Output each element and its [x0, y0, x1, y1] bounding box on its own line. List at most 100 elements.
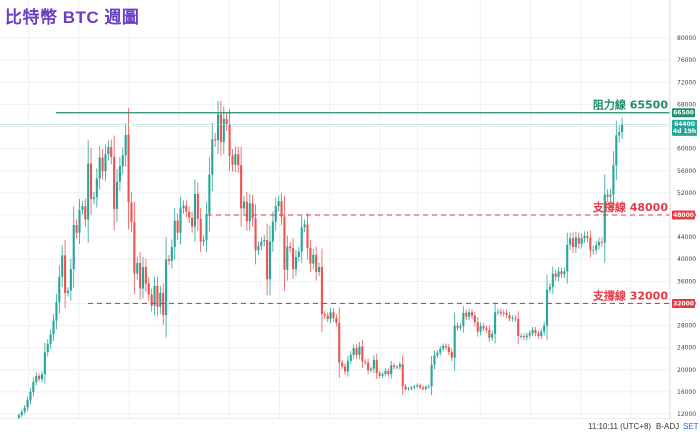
candle-body	[450, 352, 453, 358]
candle-body	[401, 364, 404, 387]
clock-readout[interactable]: 11:10:11 (UTC+8)	[588, 422, 652, 431]
candle-body	[242, 201, 246, 209]
candle-body	[156, 285, 159, 307]
candle-body	[600, 242, 603, 243]
candle-body	[248, 203, 251, 222]
candle-body	[147, 283, 150, 295]
candle-body	[144, 266, 147, 284]
candle-body	[185, 205, 188, 212]
candle-body	[141, 266, 145, 289]
candle-body	[390, 365, 393, 375]
candle-body	[496, 311, 500, 313]
candle-body	[115, 181, 119, 209]
candle-body	[369, 368, 373, 371]
candle-body	[55, 302, 58, 321]
level-tag-label: 66500	[673, 110, 694, 117]
candle-body	[289, 246, 292, 249]
candle-body	[240, 165, 243, 209]
candle-body	[482, 326, 485, 329]
candle-body	[228, 124, 231, 156]
candle-body	[494, 312, 497, 334]
candle-body	[375, 359, 378, 374]
candle-body	[222, 118, 225, 143]
settings-button[interactable]: SET	[683, 422, 699, 431]
candle-body	[586, 236, 589, 238]
candle-body	[427, 386, 430, 388]
last-price-tag	[672, 119, 697, 136]
candle-body	[49, 334, 52, 344]
candle-body	[38, 375, 41, 380]
candle-body	[522, 336, 526, 338]
candle-body	[191, 217, 194, 227]
candle-body	[133, 222, 136, 274]
candle-body	[251, 203, 254, 219]
candle-body	[64, 255, 67, 293]
candle-body	[87, 163, 90, 220]
candle-body	[58, 276, 61, 303]
candle-body	[323, 313, 326, 316]
candle-body	[346, 360, 349, 372]
candle-body	[101, 157, 104, 172]
candle-body	[597, 242, 601, 246]
candle-body	[329, 312, 332, 319]
candle-body	[294, 257, 298, 270]
adjust-toggle[interactable]: B-ADJ	[656, 422, 680, 431]
candle-body	[98, 157, 101, 179]
candle-body	[300, 227, 303, 252]
price-levels: 阻力線 65500 支撐線 48000 支撐線 32000	[0, 98, 670, 304]
candle-body	[615, 135, 618, 166]
candle-body	[260, 241, 263, 246]
candle-body	[592, 249, 595, 251]
candle-body	[548, 286, 551, 290]
candle-body	[612, 165, 615, 195]
candle-body	[462, 312, 465, 327]
candle-body	[358, 346, 361, 355]
candle-body	[537, 333, 540, 337]
candle-body	[343, 366, 347, 372]
candle-body	[234, 154, 237, 165]
y-tick-label: 36000	[677, 278, 696, 285]
candle-body	[436, 352, 439, 356]
candle-body	[150, 294, 153, 306]
candle-body	[456, 325, 459, 328]
candle-body	[107, 147, 110, 155]
candle-body	[479, 326, 482, 332]
candle-body	[424, 386, 427, 389]
y-tick-label: 12000	[677, 411, 696, 418]
y-axis-background	[670, 0, 700, 420]
candle-body	[292, 248, 295, 270]
candle-body	[534, 329, 537, 334]
candle-body	[413, 386, 416, 388]
candle-body	[216, 114, 220, 141]
candle-body	[29, 391, 32, 401]
candle-body	[341, 362, 344, 367]
candle-body	[338, 322, 341, 363]
candle-body	[525, 335, 528, 338]
level-tag-label: 32000	[673, 300, 694, 307]
candle-body	[69, 269, 72, 291]
candle-body	[225, 118, 228, 125]
y-tick-label: 44000	[677, 234, 696, 241]
candle-body	[465, 312, 468, 317]
candle-body	[606, 194, 609, 197]
y-axis: 12000 16000 20000 24000 28000 32000 36000 40000…	[669, 0, 700, 420]
candle-body	[505, 312, 508, 316]
candle-body	[488, 329, 491, 338]
candle-body	[40, 374, 44, 380]
candle-body	[381, 374, 384, 376]
candle-body	[61, 255, 64, 277]
candle-body	[237, 154, 240, 166]
candle-body	[176, 220, 179, 233]
candle-body	[545, 289, 549, 326]
candle-body	[113, 156, 116, 209]
candle-body	[511, 318, 514, 320]
candle-body	[520, 336, 523, 337]
candle-body	[95, 178, 98, 198]
candle-body	[231, 155, 234, 165]
resistance-label: 阻力線 65500	[593, 98, 668, 112]
candle-body	[26, 400, 29, 408]
candle-body	[332, 312, 335, 318]
candle-body	[387, 370, 390, 375]
candle-body	[574, 237, 577, 248]
candle-body	[162, 292, 165, 316]
